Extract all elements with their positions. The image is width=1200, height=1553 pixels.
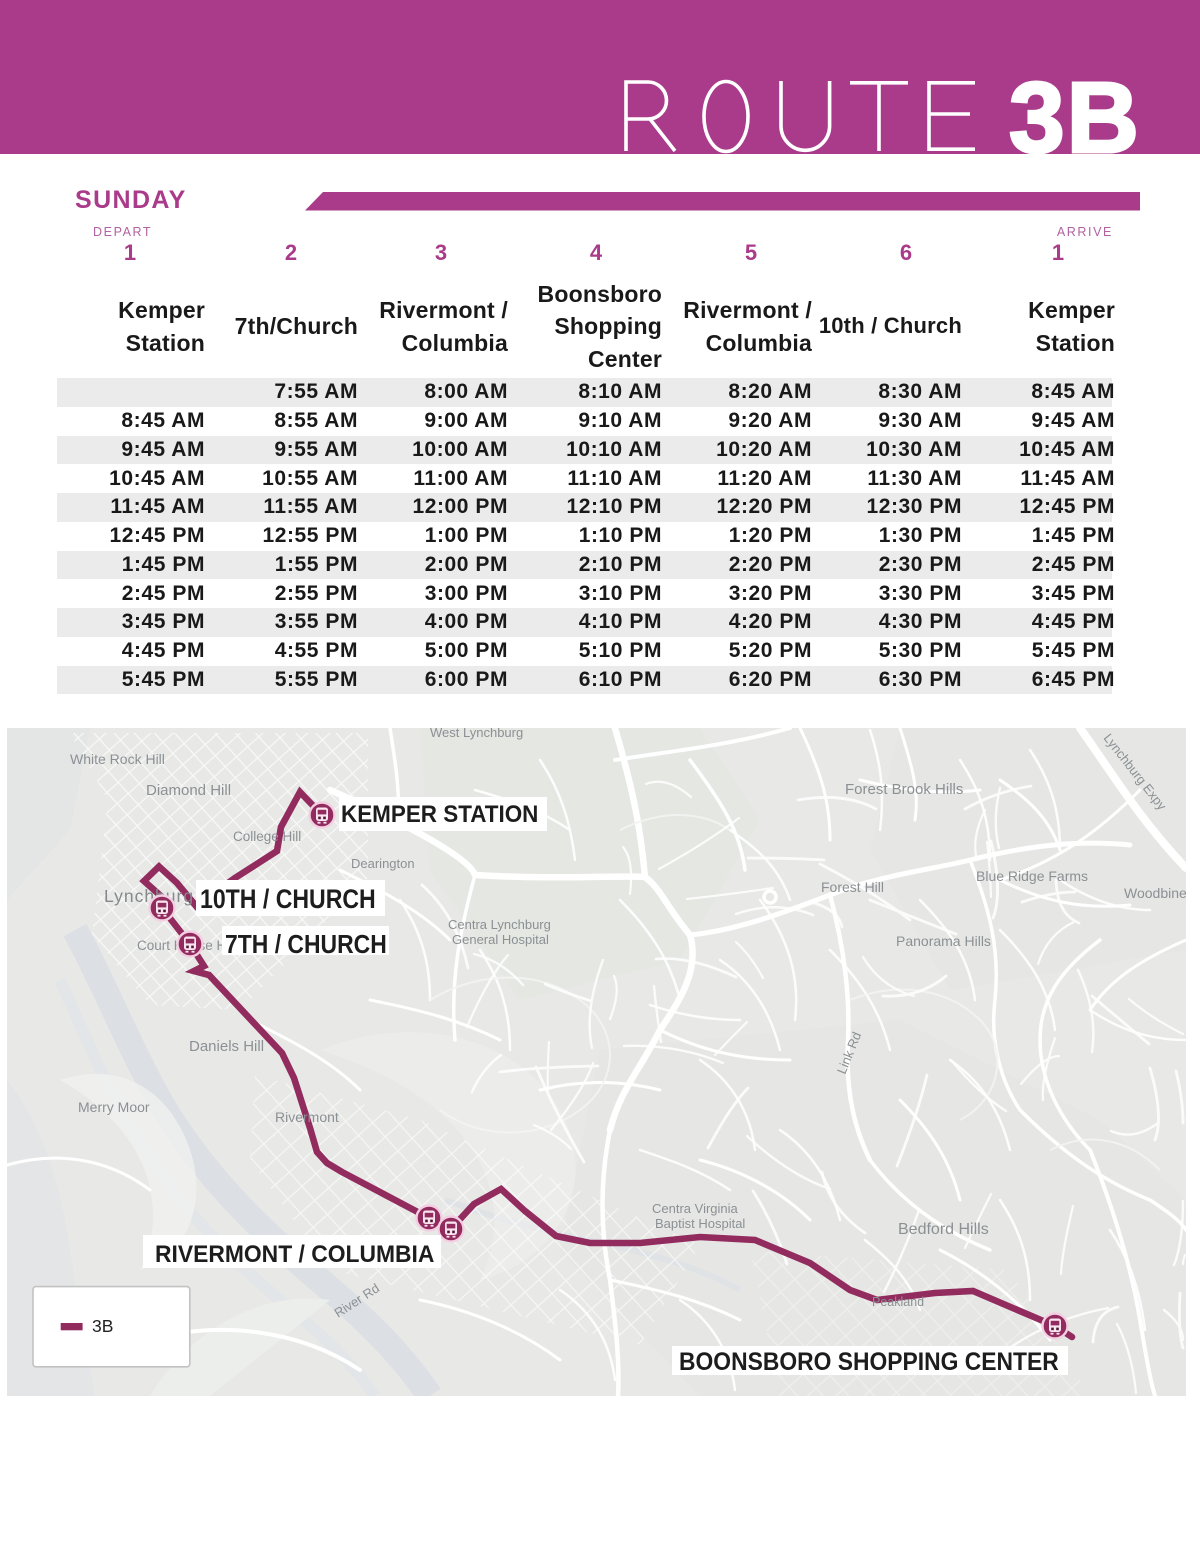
svg-text:Peakland: Peakland — [872, 1295, 924, 1309]
svg-text:Centra Virginia: Centra Virginia — [652, 1201, 739, 1216]
svg-text:Dearington: Dearington — [351, 856, 415, 871]
svg-text:College Hill: College Hill — [233, 829, 301, 844]
svg-text:3B: 3B — [92, 1316, 113, 1336]
svg-text:Woodbine: Woodbine — [1124, 885, 1186, 901]
svg-text:Baptist Hospital: Baptist Hospital — [655, 1216, 745, 1231]
svg-text:West Lynchburg: West Lynchburg — [430, 728, 523, 740]
svg-text:Bedford Hills: Bedford Hills — [898, 1221, 989, 1238]
svg-text:Forest Hill: Forest Hill — [821, 879, 884, 895]
svg-text:General Hospital: General Hospital — [452, 932, 549, 947]
svg-text:Centra Lynchburg: Centra Lynchburg — [448, 917, 551, 932]
svg-text:Forest Brook Hills: Forest Brook Hills — [845, 781, 963, 798]
svg-text:Panorama Hills: Panorama Hills — [896, 933, 991, 949]
svg-text:White Rock Hill: White Rock Hill — [70, 751, 165, 767]
svg-text:Blue Ridge Farms: Blue Ridge Farms — [976, 868, 1088, 884]
svg-text:Lynchburg: Lynchburg — [104, 886, 194, 906]
svg-text:Diamond Hill: Diamond Hill — [146, 782, 231, 799]
svg-text:Merry Moor: Merry Moor — [78, 1099, 150, 1115]
svg-text:Daniels Hill: Daniels Hill — [189, 1038, 264, 1055]
svg-text:Rivermont: Rivermont — [275, 1109, 339, 1125]
